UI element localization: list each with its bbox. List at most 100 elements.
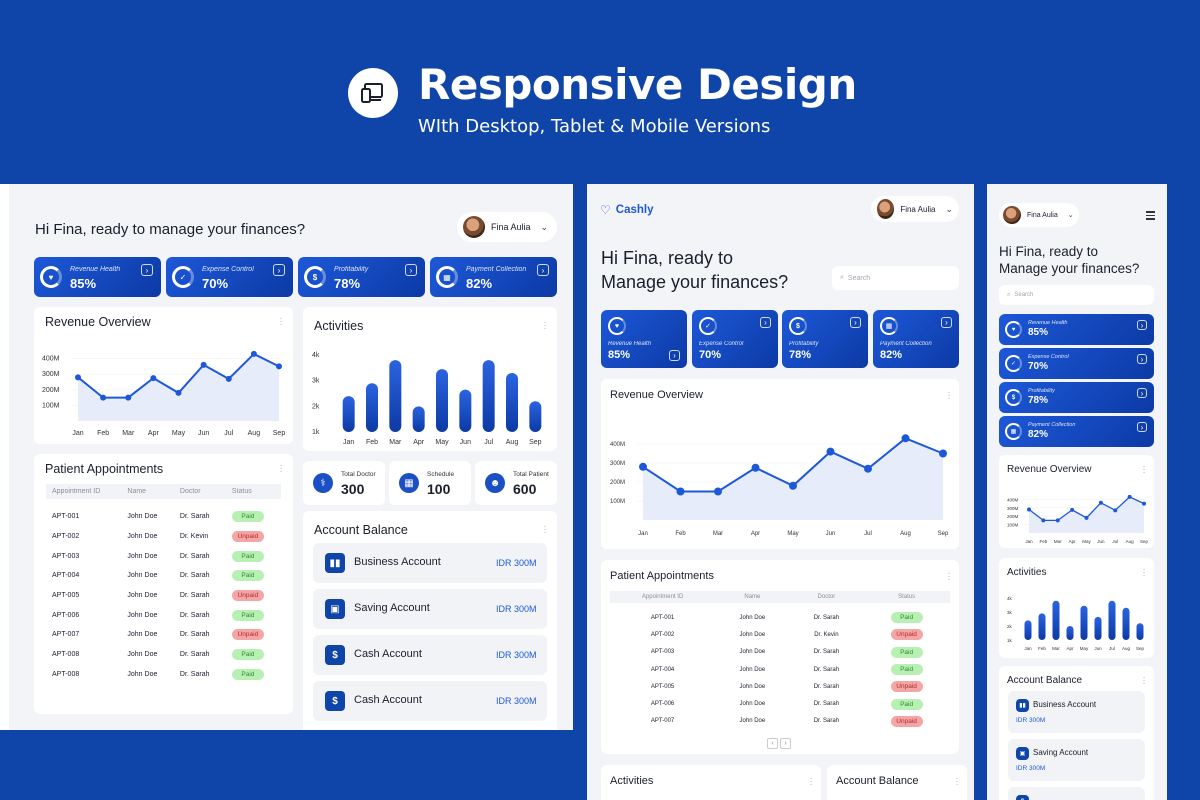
more-options-icon[interactable]: · · · — [279, 460, 283, 477]
table-row[interactable]: APT-001 John Doe Dr. Sarah Paid — [610, 609, 950, 626]
data-point — [714, 487, 722, 496]
more-options-icon[interactable]: · · · — [955, 773, 959, 790]
more-options-icon[interactable]: · · · — [809, 773, 813, 790]
account-item-cash-2[interactable]: $ Cash Account IDR 300M — [313, 681, 547, 721]
kpi-card-payment-collection[interactable]: ▦ Payment Collection 82% › — [430, 257, 557, 297]
chevron-right-icon[interactable]: › — [273, 264, 285, 276]
table-row[interactable]: APT-002 John Doe Dr. Kevin Unpaid — [610, 626, 950, 643]
more-options-icon[interactable]: · · · — [543, 317, 547, 334]
chevron-left-icon[interactable]: ‹ — [767, 738, 778, 749]
account-item-saving[interactable]: ▣ Saving Account IDR 300M — [313, 589, 547, 629]
doctor-name: Dr. Sarah — [813, 701, 840, 708]
chevron-right-icon[interactable]: › — [141, 264, 153, 276]
account-item-business[interactable]: ▮▮ Business Account IDR 300M — [313, 543, 547, 583]
bar — [1108, 600, 1116, 640]
table-row[interactable]: APT-006 John Doe Dr. Sarah Paid — [610, 695, 950, 712]
patient-appointments-card: Patient Appointments · · · Appointment ID N… — [34, 454, 293, 714]
account-item-business[interactable]: ▮▮ Business Account IDR 300M — [1008, 691, 1145, 733]
chevron-right-icon[interactable]: › — [1137, 388, 1147, 398]
more-options-icon[interactable]: · · · — [947, 387, 951, 404]
more-options-icon[interactable]: · · · — [543, 521, 547, 538]
table-row[interactable]: APT-007 John Doe Dr. Sarah Unpaid — [46, 625, 281, 645]
profile-menu[interactable]: Fina Aulia ⌄ — [457, 212, 557, 242]
kpi-value: 82% — [880, 349, 903, 361]
doctor-name: Dr. Sarah — [813, 614, 840, 621]
chevron-right-icon[interactable]: › — [1137, 354, 1147, 364]
kpi-card-revenue-health[interactable]: ♥ Revenue Health 85% › — [34, 257, 161, 297]
chevron-right-icon[interactable]: › — [850, 317, 861, 328]
more-options-icon[interactable]: · · · — [1142, 461, 1146, 478]
kpi-card-expense-control[interactable]: ✓ Expense Control 70% › — [999, 348, 1154, 379]
table-row[interactable]: APT-003 John Doe Dr. Sarah Paid — [610, 644, 950, 661]
table-row[interactable]: APT-005 John Doe Dr. Sarah Unpaid — [610, 678, 950, 695]
chevron-down-icon[interactable]: ⌄ — [1067, 212, 1074, 219]
profile-menu[interactable]: Fina Aulia ⌄ — [871, 196, 959, 222]
kpi-card-payment-collection[interactable]: ▦ Payment Collection 82% › — [999, 416, 1154, 447]
table-row[interactable]: APT-003 John Doe Dr. Sarah Paid — [46, 546, 281, 566]
kpi-card-revenue-health[interactable]: ♥ Revenue Health 85% › — [999, 314, 1154, 345]
table-row[interactable]: APT-008 John Doe Dr. Sarah Paid — [46, 665, 281, 685]
table-row[interactable]: APT-001 John Doe Dr. Sarah Paid — [46, 507, 281, 527]
kpi-card-expense-control[interactable]: ✓ Expense Control 70% › — [166, 257, 293, 297]
account-item-saving[interactable]: ▣ Saving Account IDR 300M — [1008, 739, 1145, 781]
table-row[interactable]: APT-004 John Doe Dr. Sarah Paid — [610, 661, 950, 678]
more-options-icon[interactable]: · · · — [279, 313, 283, 330]
patient-name: John Doe — [739, 649, 766, 656]
column-header: Name — [715, 591, 790, 603]
search-input[interactable]: ⌕ Search — [999, 285, 1154, 305]
x-tick-label: Sep — [938, 531, 949, 537]
chevron-right-icon[interactable]: › — [1137, 320, 1147, 330]
chevron-right-icon[interactable]: › — [780, 738, 791, 749]
table-row[interactable]: APT-005 John Doe Dr. Sarah Unpaid — [46, 586, 281, 606]
table-row[interactable]: APT-006 John Doe Dr. Sarah Paid — [46, 605, 281, 625]
table-row[interactable]: APT-007 John Doe Dr. Sarah Unpaid — [610, 713, 950, 730]
calendar-icon: ▦ — [880, 317, 898, 335]
x-tick-label: May — [1082, 539, 1091, 544]
table-row[interactable]: APT-004 John Doe Dr. Sarah Paid — [46, 566, 281, 586]
kpi-value: 70% — [202, 276, 229, 291]
chevron-right-icon[interactable]: › — [405, 264, 417, 276]
column-header: Appointment ID — [610, 591, 716, 603]
x-tick-label: Jun — [198, 430, 209, 437]
chevron-right-icon[interactable]: › — [760, 317, 771, 328]
x-tick-label: Sep — [1140, 539, 1149, 544]
activities-card: Activities · · · 4k 3k 2k 1k Jan Feb Mar Apr May Ju… — [303, 307, 557, 451]
account-item-cash[interactable]: $ — [1008, 787, 1145, 800]
bar — [459, 389, 472, 432]
appointments-table: Appointment ID Name Doctor Status APT-001 Joh… — [46, 484, 281, 684]
bar — [1136, 623, 1144, 640]
kpi-card-revenue-health[interactable]: ♥ Revenue Health 85% › — [601, 310, 687, 368]
chevron-right-icon[interactable]: › — [941, 317, 952, 328]
patient-name: John Doe — [127, 592, 158, 600]
chevron-right-icon[interactable]: › — [1137, 422, 1147, 432]
chevron-right-icon[interactable]: › — [537, 264, 549, 276]
y-tick-label: 200M — [610, 480, 625, 486]
search-input[interactable]: ⌕ Search — [832, 266, 959, 290]
more-options-icon[interactable]: · · · — [1142, 672, 1146, 689]
hamburger-menu-icon[interactable] — [1146, 211, 1155, 220]
more-options-icon[interactable]: · · · — [1142, 564, 1146, 581]
x-tick-label: Jul — [1112, 539, 1118, 544]
table-row[interactable]: APT-002 John Doe Dr. Kevin Unpaid — [46, 527, 281, 547]
kpi-card-profitability[interactable]: $ Profitability 78% › — [999, 382, 1154, 413]
kpi-card-payment-collection[interactable]: ▦ Payment Collection 82% › — [873, 310, 959, 368]
kpi-card-profitability[interactable]: $ Profitability 78% › — [782, 310, 868, 368]
kpi-card-profitability[interactable]: $ Profitability 78% › — [298, 257, 425, 297]
appointment-id: APT-003 — [650, 649, 675, 656]
account-item-cash[interactable]: $ Cash Account IDR 300M — [313, 635, 547, 675]
status-badge: Unpaid — [231, 531, 264, 543]
chevron-down-icon[interactable]: ⌄ — [945, 203, 953, 214]
table-row[interactable]: APT-008 John Doe Dr. Sarah Paid — [46, 645, 281, 665]
appointment-id: APT-008 — [52, 651, 80, 659]
chevron-down-icon[interactable]: ⌄ — [540, 221, 549, 232]
y-tick-label: 2k — [312, 403, 320, 410]
card-title: Revenue Overview — [45, 315, 151, 329]
kpi-label: Payment Collection — [466, 266, 527, 273]
account-value: IDR 300M — [1016, 717, 1046, 724]
more-options-icon[interactable]: · · · — [947, 568, 951, 585]
chevron-right-icon[interactable]: › — [669, 350, 680, 361]
kpi-card-expense-control[interactable]: ✓ Expense Control 70% › — [692, 310, 778, 368]
stat-value: 100 — [427, 481, 451, 497]
brand-logo[interactable]: ♡ Cashly — [600, 203, 653, 217]
profile-menu[interactable]: Fina Aulia ⌄ — [999, 203, 1079, 227]
